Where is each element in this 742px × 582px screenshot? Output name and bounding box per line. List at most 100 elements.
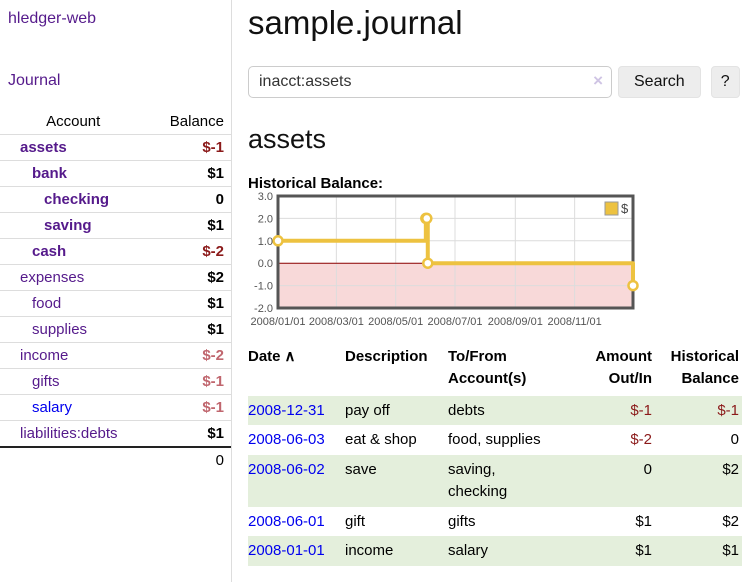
accounts-table: Account Balance assets $-1 bank $1 check… <box>0 110 231 473</box>
svg-text:2008/07/01: 2008/07/01 <box>427 316 482 328</box>
account-row: gifts $-1 <box>0 368 231 395</box>
register-table: Date ∧ Description To/From Account(s) Amo… <box>248 344 742 566</box>
account-balance: $-1 <box>145 368 231 395</box>
accounts-total-balance: 0 <box>145 446 231 473</box>
transaction-amount: $-1 <box>630 401 652 419</box>
transaction-row: 2008-06-01 gift gifts $1 $2 <box>248 507 742 537</box>
account-row: checking 0 <box>0 186 231 213</box>
transaction-date-link[interactable]: 2008-12-31 <box>248 401 325 419</box>
search-input[interactable] <box>248 66 612 98</box>
search-form: × Search ? <box>248 66 742 98</box>
account-row: supplies $1 <box>0 316 231 343</box>
account-balance: $1 <box>145 420 231 448</box>
transaction-accounts: gifts <box>448 512 476 530</box>
svg-text:2008/05/01: 2008/05/01 <box>368 316 423 328</box>
transaction-amount: $1 <box>635 512 652 530</box>
transaction-date-link[interactable]: 2008-06-03 <box>248 431 325 449</box>
help-button[interactable]: ? <box>710 66 740 98</box>
transaction-row: 2008-06-03 eat & shop food, supplies $-2… <box>248 425 742 455</box>
account-link-saving[interactable]: saving <box>44 217 92 234</box>
account-link-food[interactable]: food <box>32 295 62 312</box>
transaction-description: income <box>345 542 394 560</box>
sort-asc-icon: ∧ <box>284 348 296 365</box>
search-button[interactable]: Search <box>618 66 701 98</box>
account-row: cash $-2 <box>0 238 231 265</box>
svg-text:1.0: 1.0 <box>258 236 273 248</box>
account-balance: $1 <box>145 316 231 343</box>
account-link-income[interactable]: income <box>20 347 69 364</box>
transaction-accounts: food, supplies <box>448 431 541 449</box>
account-link-cash[interactable]: cash <box>32 243 67 260</box>
account-row: salary $-1 <box>0 394 231 421</box>
page-title: sample.journal <box>248 4 463 41</box>
svg-text:2008/03/01: 2008/03/01 <box>309 316 364 328</box>
transaction-balance: $2 <box>722 461 739 478</box>
transaction-balance: $-1 <box>717 401 739 419</box>
accounts-header-balance: Balance <box>145 110 231 135</box>
svg-text:2.0: 2.0 <box>258 213 273 225</box>
register-header-balance: Historical Balance <box>670 348 739 387</box>
account-balance: $1 <box>145 160 231 187</box>
transaction-row: 2008-12-31 pay off debts $-1 $-1 <box>248 395 742 426</box>
transaction-description: save <box>345 461 377 478</box>
account-balance: $-1 <box>145 134 231 161</box>
register-header-date[interactable]: Date ∧ <box>248 348 296 365</box>
account-row: assets $-1 <box>0 134 231 161</box>
transaction-amount: 0 <box>643 461 652 478</box>
account-link-expenses[interactable]: expenses <box>20 269 85 286</box>
account-row: income $-2 <box>0 342 231 369</box>
account-row: food $1 <box>0 290 231 317</box>
account-balance: $1 <box>145 290 231 317</box>
account-link-salary[interactable]: salary <box>32 399 73 416</box>
transaction-date-link[interactable]: 2008-06-01 <box>248 512 325 530</box>
account-row: liabilities:debts $1 <box>0 420 231 448</box>
transaction-amount: $1 <box>635 542 652 560</box>
svg-text:2008/01/01: 2008/01/01 <box>250 316 305 328</box>
account-link-bank[interactable]: bank <box>32 165 68 182</box>
transaction-row: 2008-01-01 income salary $1 $1 <box>248 536 742 566</box>
account-link-gifts[interactable]: gifts <box>32 373 60 390</box>
accounts-total-row: 0 <box>0 446 231 473</box>
app-brand-link[interactable]: hledger-web <box>8 10 97 27</box>
transaction-balance: $2 <box>722 512 739 530</box>
account-balance: $-2 <box>145 238 231 265</box>
register-header-amount: Amount Out/In <box>595 348 652 387</box>
account-heading: assets <box>248 124 327 154</box>
main-content: sample.journal × Search ? assets Histori… <box>248 0 742 566</box>
account-row: bank $1 <box>0 160 231 187</box>
svg-text:-1.0: -1.0 <box>254 281 273 293</box>
account-balance: 0 <box>145 186 231 213</box>
transaction-balance: $1 <box>722 542 739 560</box>
account-balance: $-1 <box>145 394 231 421</box>
account-row: expenses $2 <box>0 264 231 291</box>
transaction-accounts: saving, checking <box>448 461 508 500</box>
transaction-description: gift <box>345 512 366 530</box>
transaction-balance: 0 <box>730 431 739 449</box>
transaction-date-link[interactable]: 2008-01-01 <box>248 542 325 560</box>
svg-text:-2.0: -2.0 <box>254 303 273 315</box>
account-balance: $2 <box>145 264 231 291</box>
clear-search-icon[interactable]: × <box>593 71 603 90</box>
transaction-description: pay off <box>345 401 390 419</box>
sidebar-item-journal[interactable]: Journal <box>8 72 61 89</box>
account-link-liabilities-debts[interactable]: liabilities:debts <box>20 425 118 442</box>
transaction-row: 2008-06-02 save saving, checking 0 $2 <box>248 455 742 507</box>
svg-text:3.0: 3.0 <box>258 191 273 203</box>
svg-text:$: $ <box>621 201 629 216</box>
account-row: saving $1 <box>0 212 231 239</box>
transaction-date-link[interactable]: 2008-06-02 <box>248 461 325 478</box>
transaction-accounts: debts <box>448 401 485 419</box>
chart-title: Historical Balance: <box>248 175 384 192</box>
transaction-description: eat & shop <box>345 431 417 449</box>
account-link-assets[interactable]: assets <box>20 139 67 156</box>
account-balance: $-2 <box>145 342 231 369</box>
account-link-supplies[interactable]: supplies <box>32 321 88 338</box>
register-header-description: Description <box>345 348 428 365</box>
register-header-accounts: To/From Account(s) <box>448 348 527 387</box>
account-link-checking[interactable]: checking <box>44 191 110 208</box>
transaction-amount: $-2 <box>630 431 652 449</box>
account-balance: $1 <box>145 212 231 239</box>
transaction-accounts: salary <box>448 542 489 560</box>
svg-text:2008/09/01: 2008/09/01 <box>488 316 543 328</box>
